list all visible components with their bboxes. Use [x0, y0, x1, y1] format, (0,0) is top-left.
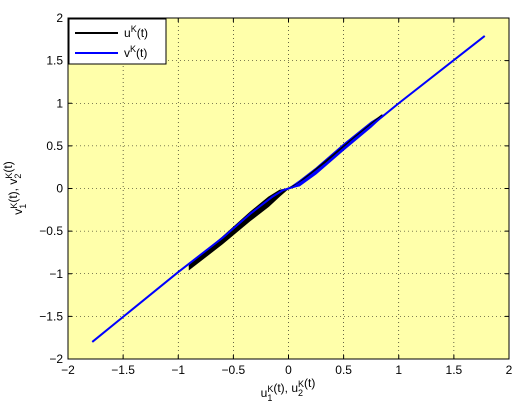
axis-ticks — [67, 17, 510, 360]
x-tick-label: −0.5 — [222, 363, 246, 377]
x-tick-label: 0 — [285, 363, 292, 377]
y-axis-title: v1K(t), v2K(t) — [1, 161, 28, 214]
x-tick-label: 2 — [506, 363, 513, 377]
y-tick-label: −2 — [49, 352, 63, 366]
y-tick-label: 1 — [56, 96, 63, 110]
x-tick-label: −2 — [61, 363, 75, 377]
y-tick-label: −0.5 — [39, 224, 63, 238]
x-axis-title: u1K(t), u2K(t) — [261, 376, 316, 403]
x-tick-labels: −2 −1.5 −1 −0.5 0 0.5 1 1.5 2 — [61, 363, 513, 377]
y-tick-label: 0 — [56, 182, 63, 196]
y-tick-label: 1.5 — [46, 54, 63, 68]
x-tick-label: 0.5 — [335, 363, 352, 377]
y-tick-label: −1.5 — [39, 309, 63, 323]
x-tick-label: −1.5 — [111, 363, 135, 377]
legend-box — [68, 18, 167, 65]
y-tick-labels: −2 −1.5 −1 −0.5 0 0.5 1 1.5 2 — [39, 11, 63, 366]
legend: uK(t) vK(t) — [68, 18, 167, 65]
y-tick-label: 2 — [56, 11, 63, 25]
x-tick-label: 1.5 — [446, 363, 463, 377]
legend-label: vK(t) — [124, 44, 147, 60]
data-series-layer — [91, 35, 486, 343]
x-tick-label: 1 — [395, 363, 402, 377]
legend-label: uK(t) — [124, 24, 148, 40]
band-area — [188, 187, 291, 271]
x-tick-label: −1 — [171, 363, 185, 377]
series-line — [91, 35, 486, 343]
y-tick-label: −1 — [49, 267, 63, 281]
y-tick-label: 0.5 — [46, 139, 63, 153]
